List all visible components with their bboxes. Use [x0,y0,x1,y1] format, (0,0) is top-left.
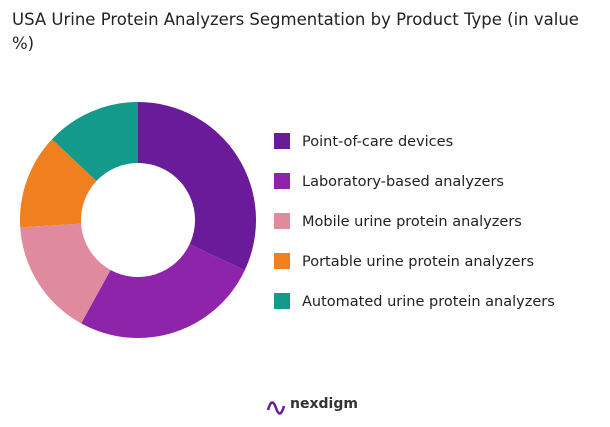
legend-swatch [274,293,290,309]
donut-slice [19,139,97,228]
donut-slice [81,244,245,338]
donut-slice [51,102,138,181]
logo-icon [266,401,286,415]
legend-swatch [274,173,290,189]
donut-slice [20,223,111,324]
logo: nexdigm [266,396,358,415]
legend-label: Portable urine protein analyzers [302,254,534,270]
donut-slice [138,102,256,271]
logo-text: nexdigm [290,396,358,412]
legend-label: Laboratory-based analyzers [302,174,504,190]
chart-title: USA Urine Protein Analyzers Segmentation… [12,10,579,53]
legend-label: Point-of-care devices [302,134,453,150]
legend-label: Automated urine protein analyzers [302,294,555,310]
legend-swatch [274,133,290,149]
legend-label: Mobile urine protein analyzers [302,214,522,230]
legend-swatch [274,213,290,229]
legend-swatch [274,253,290,269]
